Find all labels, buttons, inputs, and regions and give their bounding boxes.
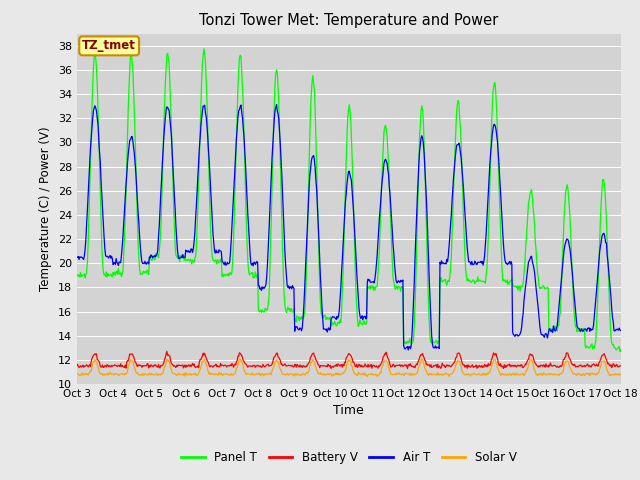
Title: Tonzi Tower Met: Temperature and Power: Tonzi Tower Met: Temperature and Power <box>199 13 499 28</box>
Text: TZ_tmet: TZ_tmet <box>82 39 136 52</box>
X-axis label: Time: Time <box>333 405 364 418</box>
Y-axis label: Temperature (C) / Power (V): Temperature (C) / Power (V) <box>39 127 52 291</box>
Legend: Panel T, Battery V, Air T, Solar V: Panel T, Battery V, Air T, Solar V <box>176 446 522 468</box>
